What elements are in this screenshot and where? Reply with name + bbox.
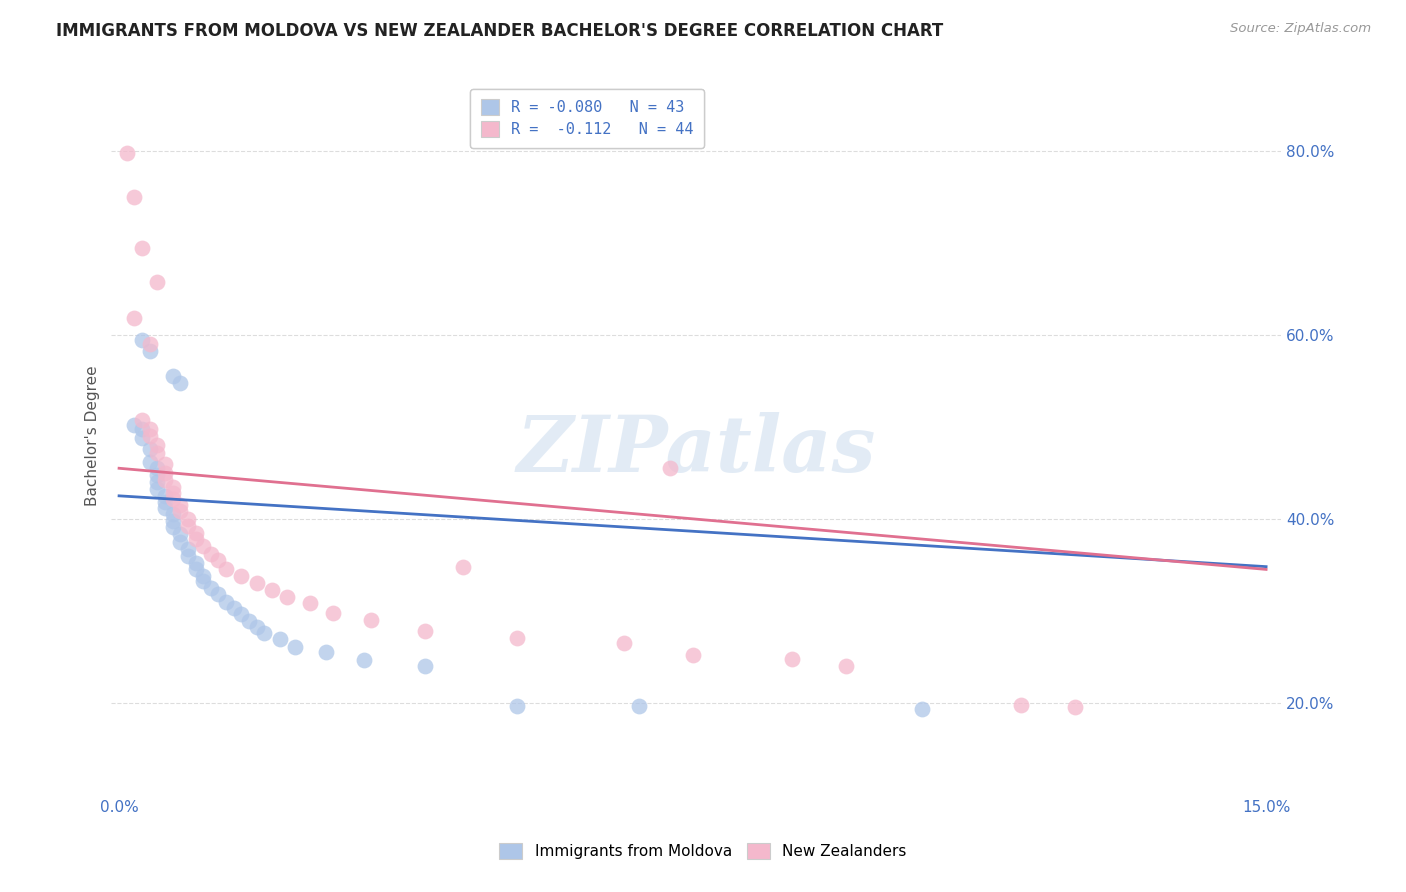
Legend: Immigrants from Moldova, New Zealanders: Immigrants from Moldova, New Zealanders — [491, 834, 915, 868]
Point — [131, 333, 153, 347]
Point — [231, 607, 253, 622]
Point — [184, 562, 207, 576]
Point — [451, 559, 474, 574]
Point — [169, 526, 191, 541]
Point — [162, 486, 184, 500]
Point — [138, 442, 160, 456]
Point — [184, 525, 207, 540]
Point — [169, 376, 191, 390]
Point — [215, 562, 238, 576]
Point — [628, 699, 651, 714]
Point — [353, 652, 375, 666]
Point — [613, 636, 636, 650]
Point — [146, 445, 169, 459]
Point — [193, 569, 215, 583]
Point — [162, 507, 184, 521]
Point — [162, 520, 184, 534]
Point — [162, 480, 184, 494]
Point — [284, 640, 307, 654]
Point — [231, 569, 253, 583]
Point — [184, 556, 207, 570]
Point — [153, 489, 176, 503]
Point — [246, 620, 269, 634]
Point — [131, 412, 153, 426]
Point — [131, 241, 153, 255]
Point — [1010, 698, 1032, 712]
Legend: R = -0.080   N = 43, R =  -0.112   N = 44: R = -0.080 N = 43, R = -0.112 N = 44 — [470, 88, 704, 148]
Point — [200, 547, 222, 561]
Point — [207, 553, 229, 567]
Point — [505, 632, 527, 646]
Point — [162, 491, 184, 506]
Point — [682, 648, 704, 662]
Point — [360, 613, 382, 627]
Point — [222, 601, 245, 615]
Point — [153, 495, 176, 509]
Text: IMMIGRANTS FROM MOLDOVA VS NEW ZEALANDER BACHELOR'S DEGREE CORRELATION CHART: IMMIGRANTS FROM MOLDOVA VS NEW ZEALANDER… — [56, 22, 943, 40]
Point — [238, 614, 260, 628]
Point — [169, 504, 191, 518]
Point — [184, 532, 207, 546]
Point — [193, 540, 215, 554]
Point — [153, 466, 176, 480]
Point — [505, 699, 527, 714]
Point — [834, 659, 856, 673]
Point — [413, 624, 436, 638]
Point — [322, 606, 344, 620]
Point — [658, 461, 681, 475]
Point — [413, 659, 436, 673]
Point — [153, 500, 176, 515]
Text: ZIPatlas: ZIPatlas — [517, 412, 876, 489]
Point — [153, 457, 176, 471]
Point — [169, 534, 191, 549]
Point — [260, 582, 283, 597]
Point — [246, 576, 269, 591]
Point — [299, 596, 322, 610]
Point — [146, 275, 169, 289]
Point — [138, 344, 160, 359]
Point — [146, 438, 169, 452]
Point — [162, 369, 184, 384]
Point — [162, 514, 184, 528]
Text: Source: ZipAtlas.com: Source: ZipAtlas.com — [1230, 22, 1371, 36]
Point — [124, 417, 146, 432]
Point — [131, 422, 153, 436]
Point — [1064, 700, 1087, 714]
Point — [193, 574, 215, 589]
Point — [177, 549, 200, 563]
Point — [124, 190, 146, 204]
Point — [138, 455, 160, 469]
Point — [315, 645, 337, 659]
Point — [138, 337, 160, 351]
Point — [177, 542, 200, 557]
Point — [253, 625, 276, 640]
Point — [269, 632, 291, 647]
Point — [131, 431, 153, 445]
Point — [200, 581, 222, 595]
Point — [146, 483, 169, 497]
Point — [276, 590, 298, 604]
Y-axis label: Bachelor's Degree: Bachelor's Degree — [86, 366, 100, 507]
Point — [146, 467, 169, 482]
Point — [146, 461, 169, 475]
Point — [207, 587, 229, 601]
Point — [215, 594, 238, 608]
Point — [138, 422, 160, 436]
Point — [177, 519, 200, 533]
Point — [780, 651, 803, 665]
Point — [124, 311, 146, 326]
Point — [177, 512, 200, 526]
Point — [138, 429, 160, 443]
Point — [169, 498, 191, 512]
Point — [153, 473, 176, 487]
Point — [146, 475, 169, 489]
Point — [115, 145, 138, 160]
Point — [911, 702, 934, 716]
